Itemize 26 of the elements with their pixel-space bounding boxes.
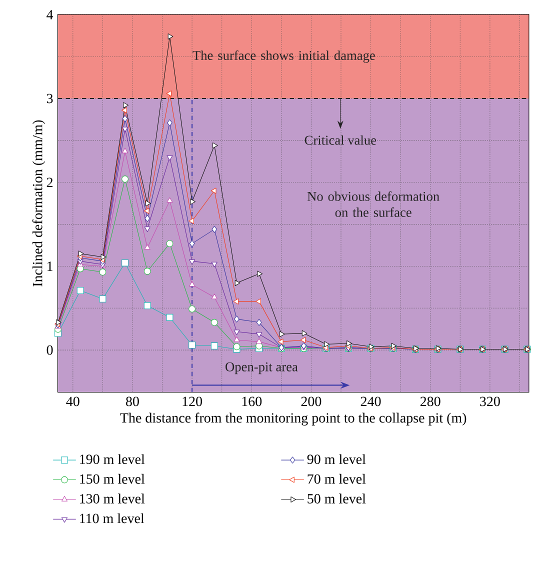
legend-label: 90 m level [307,454,366,464]
x-tick-label: 80 [126,396,139,406]
ref-line-label: Open-pit area [226,362,298,374]
x-tick-label: 320 [480,396,500,406]
legend-label: 110 m level [80,513,144,524]
y-tick-label: 2 [46,178,53,188]
x-tick-label: 280 [420,396,440,406]
x-tick-label: 240 [360,396,381,406]
y-axis-title: Inclined deformation (mm/m) [32,120,46,286]
y-tick-label: 1 [48,262,52,271]
legend-label: 50 m level [308,494,366,504]
x-tick-label: 120 [182,396,202,406]
legend-label: 70 m level [308,474,366,484]
x-tick-label: 160 [242,396,262,406]
y-tick-label: 3 [46,94,53,104]
y-tick-label: 0 [46,345,53,355]
legend-label: 130 m level [80,494,145,504]
ref-line-label: Critical value [304,135,376,145]
x-tick-label: 40 [66,396,80,406]
x-axis-title: The distance from the monitoring point to the collapse pit (m) [120,412,466,426]
x-tick-label: 200 [301,396,322,406]
y-tick-label: 4 [46,10,54,20]
band-label: The surface shows initial damage [192,50,375,63]
band-label: No obvious deformation on the surface [307,191,440,217]
legend-label: 190 m level [80,454,145,464]
legend-label: 150 m level [80,474,145,484]
